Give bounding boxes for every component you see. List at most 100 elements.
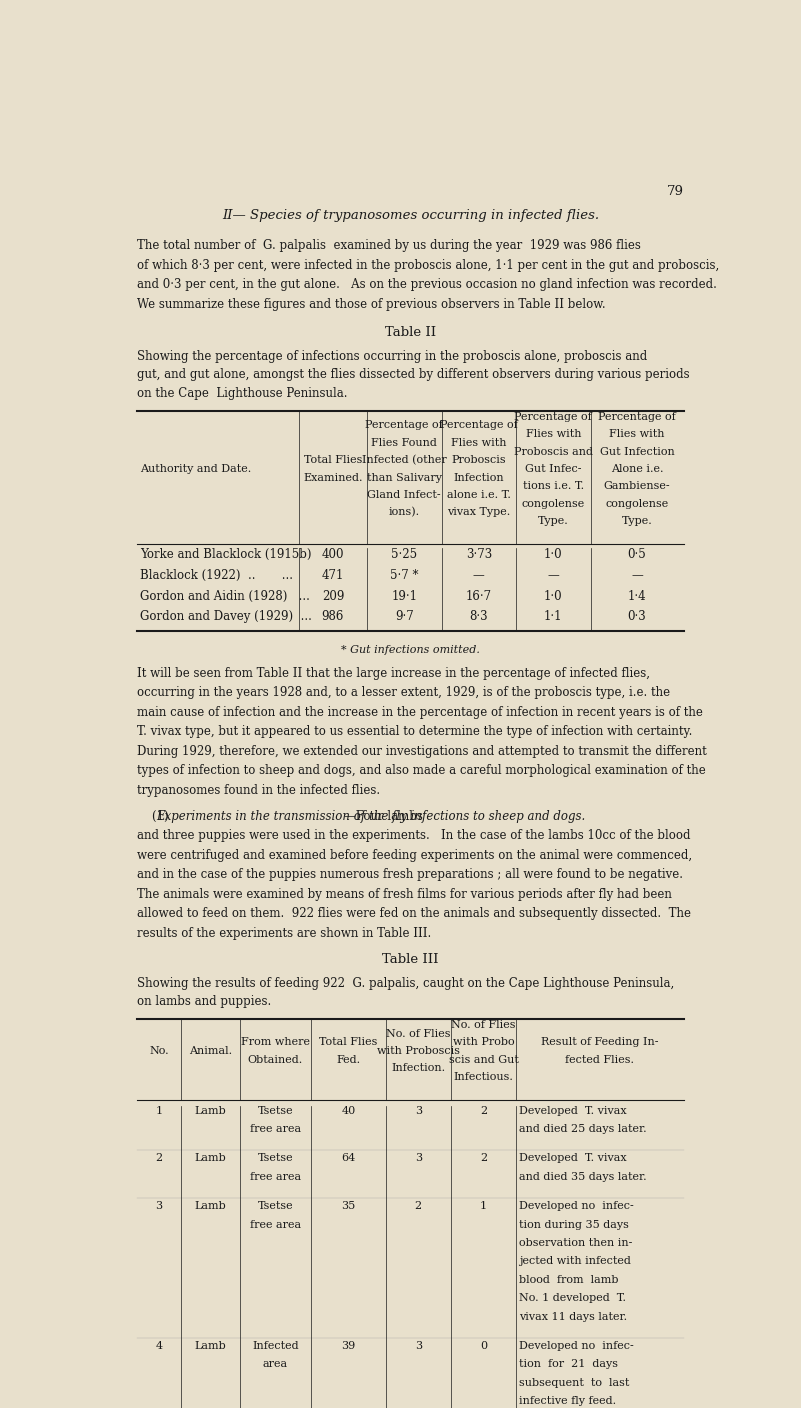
Text: Tsetse: Tsetse (258, 1105, 293, 1115)
Text: with Proboscis: with Proboscis (376, 1046, 460, 1056)
Text: ions).: ions). (388, 507, 420, 518)
Text: 3: 3 (415, 1153, 422, 1163)
Text: Developed  T. vivax: Developed T. vivax (519, 1153, 626, 1163)
Text: subsequent  to  last: subsequent to last (519, 1378, 630, 1388)
Text: Type.: Type. (538, 515, 569, 527)
Text: T. vivax type, but it appeared to us essential to determine the type of infectio: T. vivax type, but it appeared to us ess… (138, 725, 693, 738)
Text: 8·3: 8·3 (469, 610, 488, 624)
Text: 1·4: 1·4 (628, 590, 646, 603)
Text: (1): (1) (138, 810, 173, 822)
Text: 4: 4 (155, 1340, 163, 1350)
Text: No. 1 developed  T.: No. 1 developed T. (519, 1293, 626, 1304)
Text: vivax Type.: vivax Type. (447, 507, 510, 517)
Text: Lamb: Lamb (195, 1340, 226, 1350)
Text: Gordon and Aidin (1928)   ...: Gordon and Aidin (1928) ... (140, 590, 310, 603)
Text: 2: 2 (480, 1105, 487, 1115)
Text: 35: 35 (341, 1201, 356, 1211)
Text: —Four lambs: —Four lambs (344, 810, 423, 822)
Text: 39: 39 (341, 1340, 356, 1350)
Text: Gut Infection: Gut Infection (600, 446, 674, 456)
Text: Total Flies: Total Flies (320, 1038, 377, 1048)
Text: 3: 3 (415, 1105, 422, 1115)
Text: 1·0: 1·0 (544, 590, 562, 603)
Text: 986: 986 (322, 610, 344, 624)
Text: types of infection to sheep and dogs, and also made a careful morphological exam: types of infection to sheep and dogs, an… (138, 765, 706, 777)
Text: No. of Flies: No. of Flies (451, 1019, 516, 1031)
Text: 1·1: 1·1 (544, 610, 562, 624)
Text: Developed no  infec-: Developed no infec- (519, 1201, 634, 1211)
Text: Gambiense-: Gambiense- (604, 482, 670, 491)
Text: free area: free area (250, 1124, 301, 1133)
Text: —: — (473, 569, 485, 582)
Text: Alone i.e.: Alone i.e. (611, 463, 663, 474)
Text: 0·3: 0·3 (628, 610, 646, 624)
Text: 64: 64 (341, 1153, 356, 1163)
Text: infective fly feed.: infective fly feed. (519, 1397, 616, 1407)
Text: Experiments in the transmission of the fly infections to sheep and dogs.: Experiments in the transmission of the f… (156, 810, 586, 822)
Text: It will be seen from Table II that the large increase in the percentage of infec: It will be seen from Table II that the l… (138, 666, 650, 680)
Text: 2: 2 (480, 1153, 487, 1163)
Text: Animal.: Animal. (189, 1046, 231, 1056)
Text: and died 25 days later.: and died 25 days later. (519, 1124, 646, 1133)
Text: 9·7: 9·7 (395, 610, 413, 624)
Text: 16·7: 16·7 (465, 590, 492, 603)
Text: with Probo: with Probo (453, 1038, 514, 1048)
Text: Infection.: Infection. (391, 1063, 445, 1073)
Text: trypanosomes found in the infected flies.: trypanosomes found in the infected flies… (138, 784, 380, 797)
Text: Percentage of: Percentage of (514, 411, 592, 422)
Text: and died 35 days later.: and died 35 days later. (519, 1171, 646, 1181)
Text: on the Cape  Lighthouse Peninsula.: on the Cape Lighthouse Peninsula. (138, 387, 348, 400)
Text: 19·1: 19·1 (392, 590, 417, 603)
Text: * Gut infections omitted.: * Gut infections omitted. (341, 645, 480, 655)
Text: 1·0: 1·0 (544, 549, 562, 562)
Text: 1: 1 (480, 1201, 487, 1211)
Text: Authority and Date.: Authority and Date. (140, 463, 252, 474)
Text: —: — (631, 569, 643, 582)
Text: No. of Flies: No. of Flies (386, 1029, 450, 1039)
Text: From where: From where (241, 1038, 310, 1048)
Text: Flies with: Flies with (610, 429, 665, 439)
Text: and three puppies were used in the experiments.   In the case of the lambs 10cc : and three puppies were used in the exper… (138, 829, 691, 842)
Text: Lamb: Lamb (195, 1105, 226, 1115)
Text: —: — (547, 569, 559, 582)
Text: 40: 40 (341, 1105, 356, 1115)
Text: tion  for  21  days: tion for 21 days (519, 1359, 618, 1370)
Text: 3: 3 (155, 1201, 163, 1211)
Text: scis and Gut: scis and Gut (449, 1055, 518, 1064)
Text: main cause of infection and the increase in the percentage of infection in recen: main cause of infection and the increase… (138, 705, 703, 718)
Text: Flies with: Flies with (525, 429, 581, 439)
Text: 79: 79 (666, 186, 683, 199)
Text: Flies with: Flies with (451, 438, 506, 448)
Text: 3·73: 3·73 (465, 549, 492, 562)
Text: Percentage of: Percentage of (365, 421, 443, 431)
Text: 400: 400 (322, 549, 344, 562)
Text: congolense: congolense (606, 498, 669, 508)
Text: Table III: Table III (382, 953, 439, 966)
Text: Fed.: Fed. (336, 1055, 360, 1064)
Text: congolense: congolense (521, 498, 585, 508)
Text: We summarize these figures and those of previous observers in Table II below.: We summarize these figures and those of … (138, 298, 606, 311)
Text: Showing the percentage of infections occurring in the proboscis alone, proboscis: Showing the percentage of infections occ… (138, 351, 648, 363)
Text: tions i.e. T.: tions i.e. T. (523, 482, 584, 491)
Text: 0: 0 (480, 1340, 487, 1350)
Text: 5·7 *: 5·7 * (390, 569, 419, 582)
Text: Infection: Infection (453, 473, 504, 483)
Text: of which 8·3 per cent, were infected in the proboscis alone, 1·1 per cent in the: of which 8·3 per cent, were infected in … (138, 259, 719, 272)
Text: Tsetse: Tsetse (258, 1153, 293, 1163)
Text: fected Flies.: fected Flies. (566, 1055, 634, 1064)
Text: free area: free area (250, 1171, 301, 1181)
Text: Infectious.: Infectious. (453, 1071, 513, 1083)
Text: on lambs and puppies.: on lambs and puppies. (138, 995, 272, 1008)
Text: alone i.e. T.: alone i.e. T. (447, 490, 511, 500)
Text: 2: 2 (155, 1153, 163, 1163)
Text: tion during 35 days: tion during 35 days (519, 1219, 629, 1229)
Text: 0·5: 0·5 (628, 549, 646, 562)
Text: Table II: Table II (385, 327, 436, 339)
Text: Obtained.: Obtained. (248, 1055, 303, 1064)
Text: Percentage of: Percentage of (440, 421, 517, 431)
Text: Proboscis: Proboscis (452, 455, 506, 465)
Text: 1: 1 (155, 1105, 163, 1115)
Text: Examined.: Examined. (303, 473, 363, 483)
Text: Type.: Type. (622, 515, 653, 527)
Text: Lamb: Lamb (195, 1201, 226, 1211)
